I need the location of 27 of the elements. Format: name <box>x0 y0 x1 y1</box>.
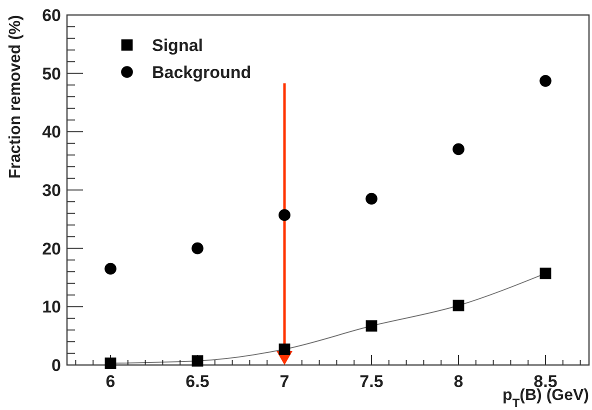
y-tick-label: 50 <box>42 64 61 84</box>
point <box>192 242 204 254</box>
y-tick-label: 30 <box>42 181 61 200</box>
point <box>104 262 116 275</box>
x-tick-label: 6 <box>106 372 116 391</box>
y-tick-label: 40 <box>42 122 61 142</box>
point <box>278 344 290 355</box>
y-tick-label: 20 <box>42 239 61 258</box>
x-tick-label: 8 <box>454 372 464 391</box>
y-tick-label: 0 <box>52 356 61 375</box>
point <box>540 75 552 87</box>
y-axis-title: Fraction removed (%) <box>7 15 24 179</box>
point <box>192 355 204 367</box>
legend-label: Background <box>152 63 252 82</box>
point <box>278 209 290 221</box>
y-tick-label: 10 <box>42 298 61 317</box>
x-tick-label: 7 <box>280 372 290 391</box>
x-tick-label: 7.5 <box>360 372 384 391</box>
point <box>104 358 116 369</box>
point <box>366 192 378 205</box>
point <box>452 300 464 312</box>
point <box>366 320 378 332</box>
y-tick-label: 60 <box>42 6 61 25</box>
legend-label: Signal <box>152 36 204 55</box>
x-tick-label: 6.5 <box>186 372 210 391</box>
point <box>540 268 552 280</box>
point <box>452 143 464 156</box>
